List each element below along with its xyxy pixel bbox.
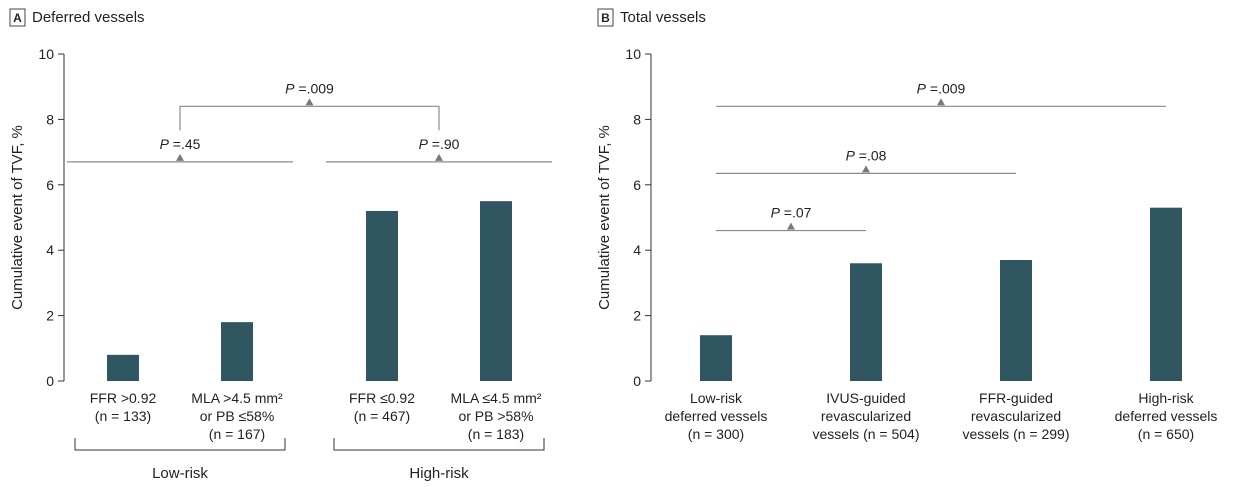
panel-letter: B: [601, 11, 610, 25]
category-label: revascularized: [821, 408, 911, 424]
p-value-text: =.009: [295, 80, 335, 96]
group-label: Low-risk: [152, 465, 208, 482]
bar: [850, 263, 882, 381]
p-value-text: =.45: [169, 136, 201, 152]
category-label: vessels (n = 504): [813, 426, 920, 442]
p-value-prefix: P: [285, 80, 295, 96]
p-value-text: =.009: [926, 80, 966, 96]
p-value-label: P =.07: [771, 205, 812, 221]
category-label: revascularized: [971, 408, 1061, 424]
y-axis-label: Cumulative event of TVF, %: [596, 125, 613, 310]
bar: [1000, 260, 1032, 381]
comparison-marker: [305, 98, 314, 106]
y-tick-label: 2: [46, 308, 54, 324]
category-label: deferred vessels: [1115, 408, 1218, 424]
category-label: (n = 167): [209, 426, 265, 442]
y-tick-label: 8: [633, 111, 641, 127]
category-label: FFR ≤0.92: [349, 390, 415, 406]
y-tick-label: 10: [625, 46, 641, 62]
y-tick-label: 2: [633, 308, 641, 324]
p-value-label: P =.08: [846, 147, 887, 163]
panel-b: B Total vessels 0 2 4 6 8 10 Cumulative event of…: [596, 8, 1218, 442]
bar: [366, 210, 398, 381]
bar: [221, 322, 253, 381]
panel-badge-box: [9, 8, 26, 27]
y-tick-label: 8: [46, 111, 54, 127]
panel-a: A Deferred vessels 0 2 4 6 8 10 Cumulative event…: [9, 8, 552, 482]
y-tick-label: 4: [633, 242, 641, 258]
category-label: deferred vessels: [665, 408, 768, 424]
y-tick-label: 0: [46, 373, 54, 389]
bar: [700, 335, 732, 381]
y-tick-label: 10: [38, 46, 54, 62]
y-tick-label: 6: [633, 177, 641, 193]
comparison-marker: [176, 153, 184, 161]
category-label: High-risk: [1138, 390, 1194, 406]
category-label: or PB ≤58%: [200, 408, 275, 424]
comparison-marker: [435, 153, 443, 161]
bar: [480, 201, 512, 381]
category-label: (n = 183): [468, 426, 524, 442]
group-bracket: [74, 438, 286, 451]
p-value-label: P =.009: [285, 80, 334, 96]
group-label: High-risk: [409, 465, 469, 482]
panel-letter: A: [13, 11, 22, 25]
panel-title: Total vessels: [620, 9, 706, 26]
category-label: MLA ≤4.5 mm²: [451, 390, 542, 406]
p-value-prefix: P: [160, 136, 170, 152]
category-label: IVUS-guided: [826, 390, 905, 406]
p-value-label: P =.90: [419, 136, 460, 152]
group-bracket: [333, 438, 545, 451]
bar: [1150, 207, 1182, 381]
p-value-prefix: P: [846, 147, 856, 163]
comparison-bracket: [179, 105, 440, 131]
category-label: MLA >4.5 mm²: [191, 390, 283, 406]
category-label: Low-risk: [690, 390, 743, 406]
y-axis-label: Cumulative event of TVF, %: [9, 125, 26, 310]
comparison-marker: [937, 98, 945, 106]
p-value-text: =.08: [855, 147, 887, 163]
category-label: vessels (n = 299): [963, 426, 1070, 442]
y-tick-label: 6: [46, 177, 54, 193]
category-label: FFR >0.92: [90, 390, 157, 406]
panel-badge-box: [597, 8, 614, 27]
p-value-prefix: P: [917, 80, 927, 96]
comparison-marker: [787, 222, 795, 230]
p-value-text: =.07: [780, 205, 812, 221]
category-label: (n = 300): [688, 426, 744, 442]
y-tick-label: 0: [633, 373, 641, 389]
p-value-prefix: P: [771, 205, 781, 221]
y-tick-label: 4: [46, 242, 54, 258]
panel-title: Deferred vessels: [32, 9, 145, 26]
p-value-text: =.90: [428, 136, 460, 152]
p-value-label: P =.45: [160, 136, 201, 152]
bar: [107, 354, 139, 381]
p-value-label: P =.009: [917, 80, 966, 96]
category-label: or PB >58%: [458, 408, 533, 424]
category-label: (n = 133): [95, 408, 151, 424]
category-label: (n = 467): [354, 408, 410, 424]
p-value-prefix: P: [419, 136, 429, 152]
category-label: (n = 650): [1138, 426, 1194, 442]
category-label: FFR-guided: [979, 390, 1053, 406]
comparison-marker: [862, 165, 870, 173]
